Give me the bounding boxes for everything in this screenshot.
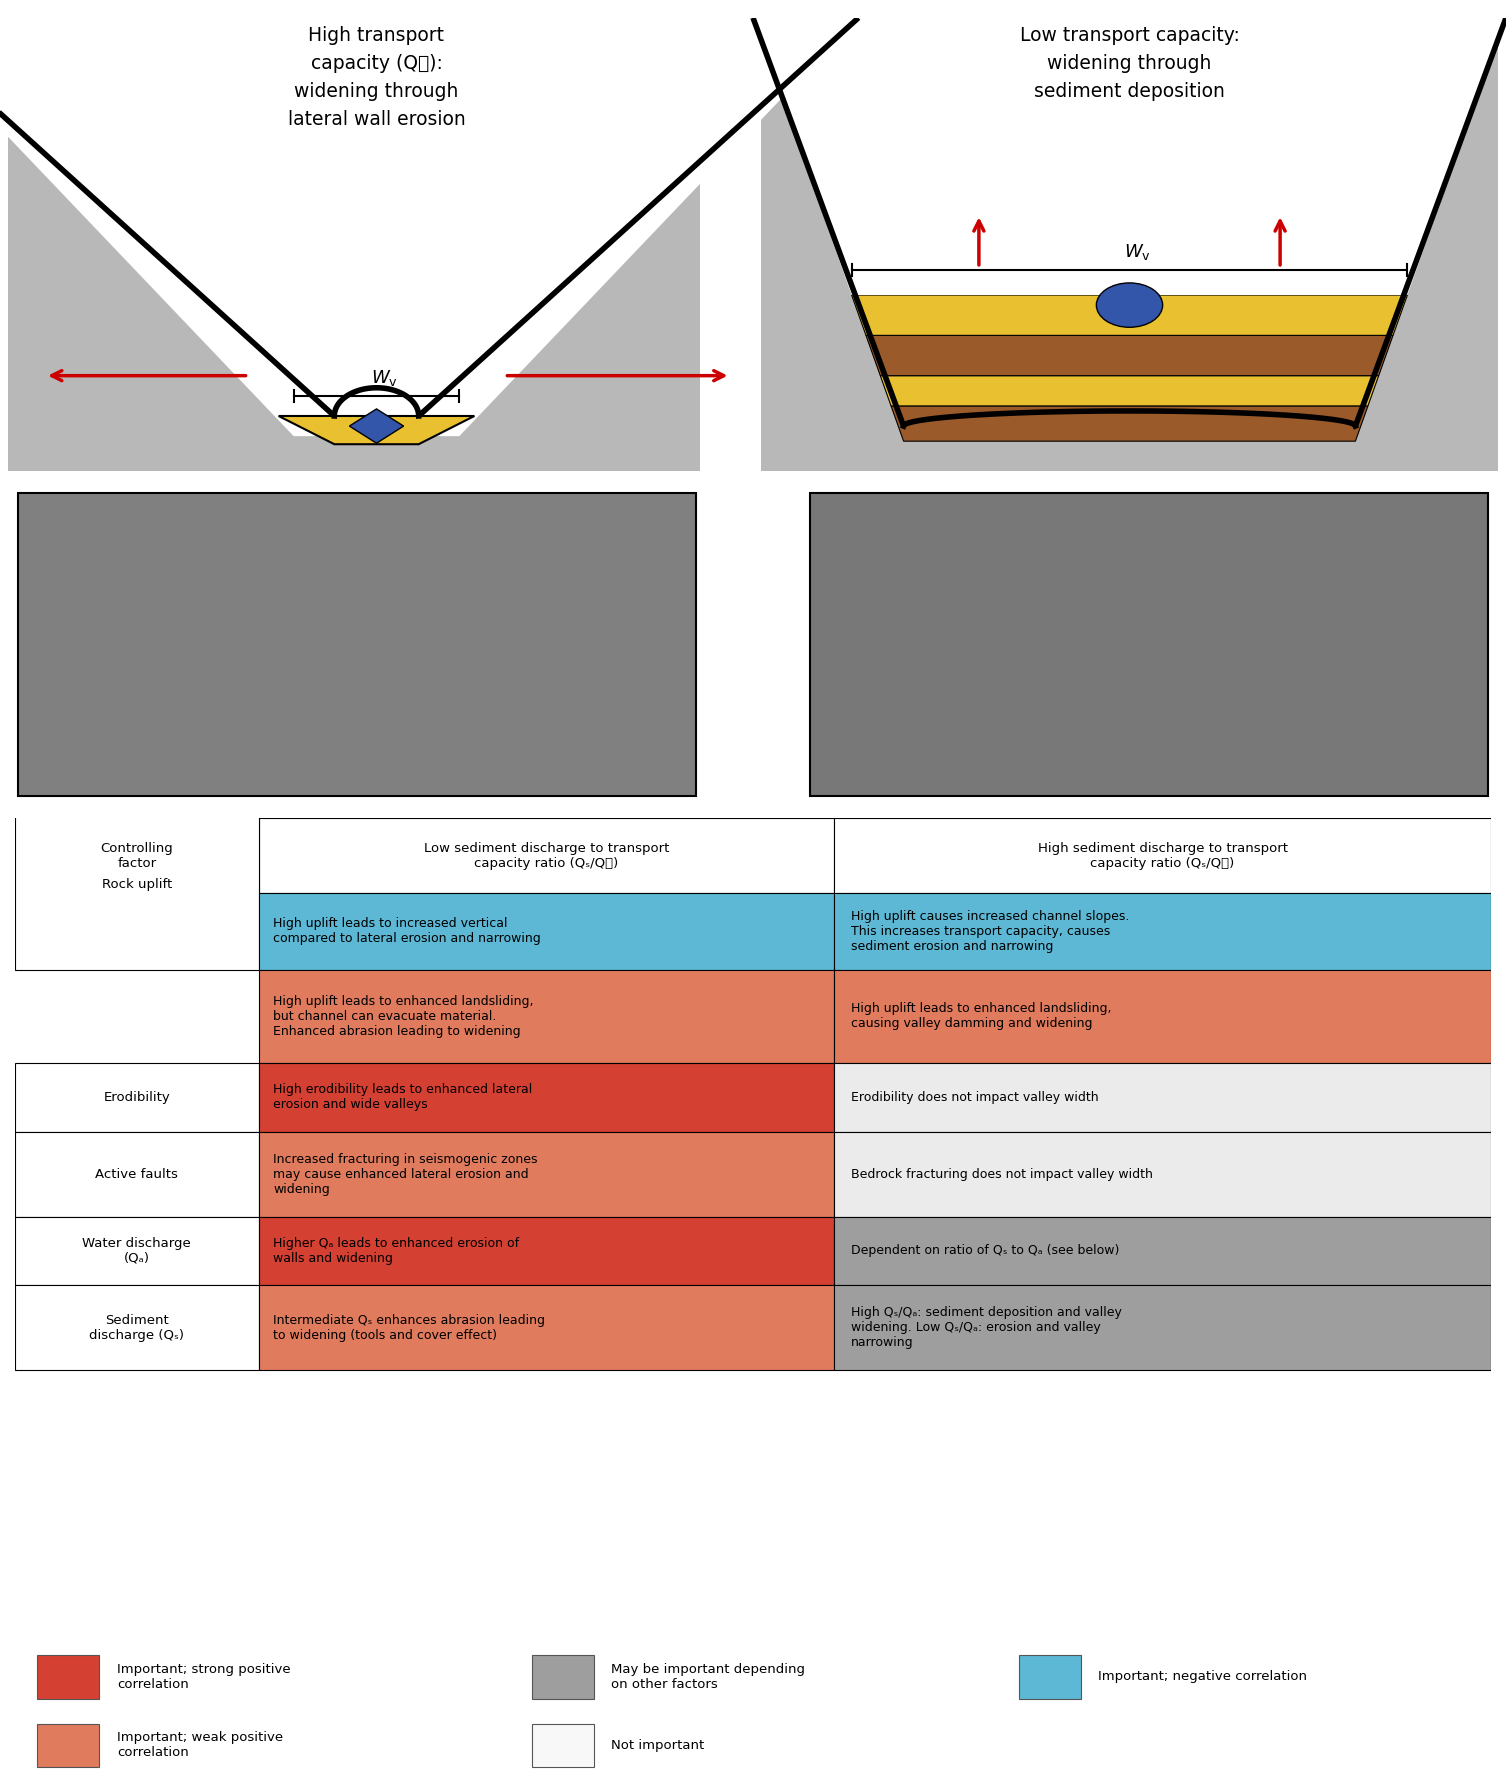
Circle shape	[1096, 283, 1163, 327]
Text: Bedrock fracturing does not impact valley width: Bedrock fracturing does not impact valle…	[851, 1167, 1152, 1181]
Polygon shape	[279, 416, 474, 445]
Text: Important; weak positive
correlation: Important; weak positive correlation	[117, 1731, 283, 1759]
Bar	[15, 1217, 259, 1286]
Bar	[834, 1131, 1491, 1217]
Bar	[761, 18, 1498, 471]
Text: Active faults: Active faults	[95, 1167, 178, 1181]
Text: Low sediment discharge to transport
capacity ratio (Qₛ/Qⲟ): Low sediment discharge to transport capa…	[423, 841, 669, 870]
Text: High Qₛ/Qₐ: sediment deposition and valley
widening. Low Qₛ/Qₐ: erosion and vall: High Qₛ/Qₐ: sediment deposition and vall…	[851, 1306, 1122, 1350]
Polygon shape	[881, 375, 1378, 406]
Text: High uplift leads to enhanced landsliding,
but channel can evacuate material.
En: High uplift leads to enhanced landslidin…	[273, 994, 533, 1037]
Bar	[15, 818, 259, 893]
Bar	[834, 818, 1491, 893]
Polygon shape	[753, 18, 1506, 295]
Bar	[834, 893, 1491, 970]
Text: High transport
capacity (Qⲟ):
widening through
lateral wall erosion: High transport capacity (Qⲟ): widening t…	[288, 27, 465, 128]
Text: Erodibility: Erodibility	[104, 1091, 170, 1103]
Polygon shape	[349, 409, 404, 443]
Text: Higher Qₐ leads to enhanced erosion of
walls and widening: Higher Qₐ leads to enhanced erosion of w…	[273, 1236, 520, 1265]
Bar	[15, 1286, 259, 1370]
Text: High uplift leads to increased vertical
compared to lateral erosion and narrowin: High uplift leads to increased vertical …	[273, 918, 541, 945]
Text: $W_{\rm v}$: $W_{\rm v}$	[370, 368, 398, 388]
Text: Not important: Not important	[611, 1738, 705, 1752]
Polygon shape	[851, 295, 1408, 334]
Bar	[8, 18, 700, 471]
Bar	[15, 1131, 259, 1217]
Text: Sediment
discharge (Qₛ): Sediment discharge (Qₛ)	[89, 1315, 184, 1341]
Bar	[259, 893, 834, 970]
Bar	[532, 1724, 593, 1767]
Text: May be important depending
on other factors: May be important depending on other fact…	[611, 1663, 806, 1690]
Bar	[834, 970, 1491, 1062]
Bar	[259, 818, 834, 893]
Text: Erodibility does not impact valley width: Erodibility does not impact valley width	[851, 1091, 1098, 1103]
Text: $W_{\rm v}$: $W_{\rm v}$	[1123, 242, 1151, 262]
Text: High uplift causes increased channel slopes.
This increases transport capacity, : High uplift causes increased channel slo…	[851, 909, 1130, 954]
Text: Increased fracturing in seismogenic zones
may cause enhanced lateral erosion and: Increased fracturing in seismogenic zone…	[273, 1153, 538, 1195]
Bar	[38, 1654, 99, 1699]
Bar	[259, 970, 834, 1062]
Bar	[15, 1062, 259, 1131]
Bar	[15, 801, 259, 970]
Bar	[834, 1286, 1491, 1370]
Text: Low transport capacity:
widening through
sediment deposition: Low transport capacity: widening through…	[1020, 27, 1239, 101]
Polygon shape	[866, 334, 1393, 375]
Text: High sediment discharge to transport
capacity ratio (Qₛ/Qⲟ): High sediment discharge to transport cap…	[1038, 841, 1288, 870]
Bar	[834, 1217, 1491, 1286]
Text: Rock uplift: Rock uplift	[102, 879, 172, 891]
Text: High uplift leads to enhanced landsliding,
causing valley damming and widening: High uplift leads to enhanced landslidin…	[851, 1002, 1111, 1030]
Bar	[1018, 1654, 1081, 1699]
Bar	[259, 1131, 834, 1217]
Text: High erodibility leads to enhanced lateral
erosion and wide valleys: High erodibility leads to enhanced later…	[273, 1083, 532, 1112]
Text: Dependent on ratio of Qₛ to Qₐ (see below): Dependent on ratio of Qₛ to Qₐ (see belo…	[851, 1245, 1119, 1258]
Text: Intermediate Qₛ enhances abrasion leading
to widening (tools and cover effect): Intermediate Qₛ enhances abrasion leadin…	[273, 1315, 545, 1341]
Polygon shape	[0, 18, 858, 436]
Text: Important; strong positive
correlation: Important; strong positive correlation	[117, 1663, 291, 1690]
Bar	[532, 1654, 593, 1699]
Text: Water discharge
(Qₐ): Water discharge (Qₐ)	[83, 1236, 191, 1265]
Bar	[834, 1062, 1491, 1131]
Bar	[259, 1286, 834, 1370]
Bar	[38, 1724, 99, 1767]
Bar	[259, 1062, 834, 1131]
Polygon shape	[892, 406, 1367, 441]
Text: Important; negative correlation: Important; negative correlation	[1098, 1670, 1307, 1683]
Bar	[259, 1217, 834, 1286]
Bar	[810, 493, 1488, 797]
Bar	[18, 493, 696, 797]
Text: Controlling
factor: Controlling factor	[101, 841, 173, 870]
